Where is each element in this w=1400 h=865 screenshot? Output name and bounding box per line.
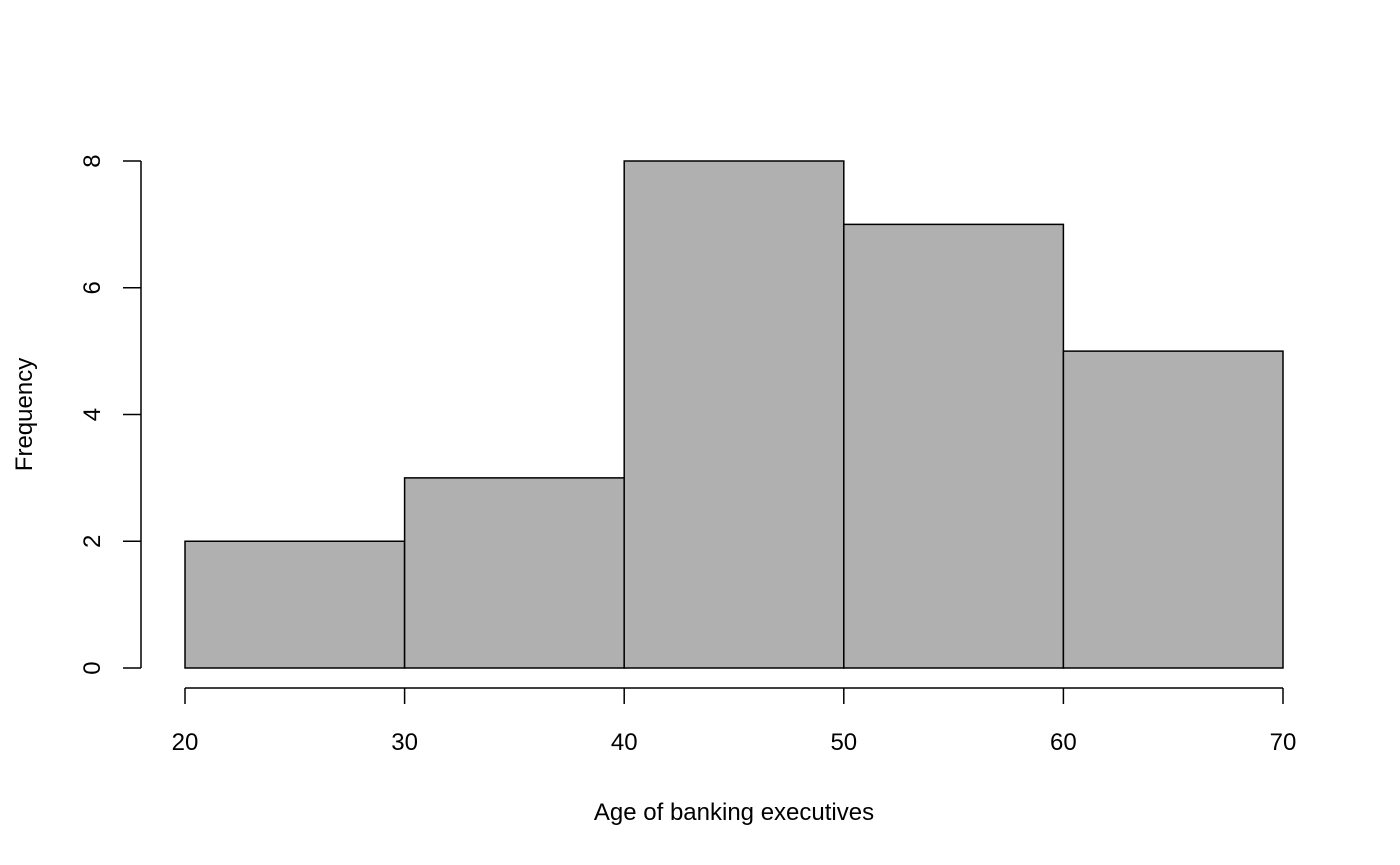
x-axis-title: Age of banking executives	[594, 799, 874, 826]
x-axis: 20 30 40 50 60 70	[172, 687, 1297, 756]
x-tick-label: 70	[1270, 729, 1297, 756]
y-tick-label: 8	[79, 154, 106, 167]
x-tick-label: 30	[391, 729, 418, 756]
y-tick-label: 4	[79, 408, 106, 421]
x-tick-label: 50	[830, 729, 857, 756]
y-tick-label: 6	[79, 281, 106, 294]
y-axis-title: Frequency	[11, 358, 38, 471]
histogram-bar	[184, 540, 406, 669]
x-tick-label: 60	[1050, 729, 1077, 756]
histogram-bar	[623, 160, 845, 669]
x-tick-label: 20	[172, 729, 199, 756]
y-tick-label: 2	[79, 535, 106, 548]
y-axis: 0 2 4 6 8	[79, 154, 142, 675]
histogram-bar	[1062, 350, 1284, 669]
histogram-bar	[403, 477, 625, 669]
x-tick-label: 40	[611, 729, 638, 756]
histogram-bar	[843, 223, 1065, 669]
y-tick-label: 0	[79, 661, 106, 674]
bars-group	[184, 160, 1284, 669]
